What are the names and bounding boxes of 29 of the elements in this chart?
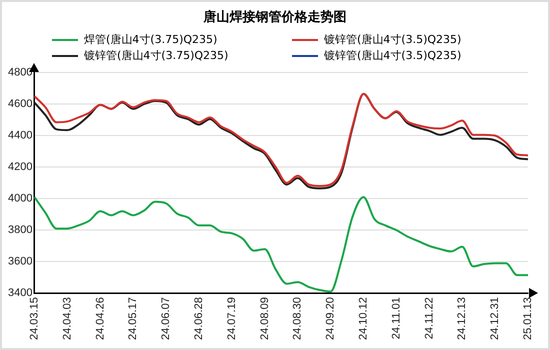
- x-tick-label: 24.12.13: [456, 297, 468, 340]
- legend-label: 镀锌管(唐山4寸(3.75)Q235): [84, 48, 228, 63]
- x-tick-label: 24.03.15: [28, 297, 40, 340]
- y-tick-label: 3800: [8, 224, 32, 236]
- x-tick-label: 25.01.13: [522, 297, 534, 340]
- y-tick-label: 4800: [8, 66, 32, 79]
- x-tick-label: 24.10.12: [358, 297, 370, 340]
- x-tick-label: 24.08.30: [292, 297, 304, 340]
- x-tick-label: 24.11.01: [390, 297, 402, 340]
- legend-label: 镀锌管(唐山4寸(3.5)Q235): [324, 48, 462, 63]
- legend-label: 焊管(唐山4寸(3.75)Q235): [84, 32, 218, 47]
- legend-label: 镀锌管(唐山4寸(3.5)Q235): [324, 32, 462, 47]
- y-tick-label: 4600: [8, 98, 32, 110]
- y-tick-label: 3400: [8, 287, 32, 300]
- chart-title: 唐山焊接钢管价格走势图: [202, 8, 348, 26]
- x-tick-label: 24.07.19: [226, 297, 238, 340]
- x-tick-label: 24.04.26: [94, 297, 106, 340]
- y-tick-label: 4400: [8, 130, 32, 142]
- x-tick-label: 24.06.07: [160, 297, 172, 340]
- x-tick-label: 24.05.17: [127, 297, 140, 340]
- x-tick-label: 24.12.31: [489, 297, 502, 340]
- x-tick-label: 24.09.20: [324, 297, 337, 340]
- y-tick-label: 3600: [8, 256, 32, 268]
- x-tick-label: 24.08.09: [258, 297, 271, 340]
- x-tick-label: 24.06.28: [193, 297, 206, 340]
- x-tick-label: 24.04.03: [61, 297, 74, 340]
- x-tick-label: 24.11.22: [423, 297, 436, 340]
- y-tick-label: 4000: [8, 192, 32, 205]
- y-tick-label: 4200: [8, 161, 32, 174]
